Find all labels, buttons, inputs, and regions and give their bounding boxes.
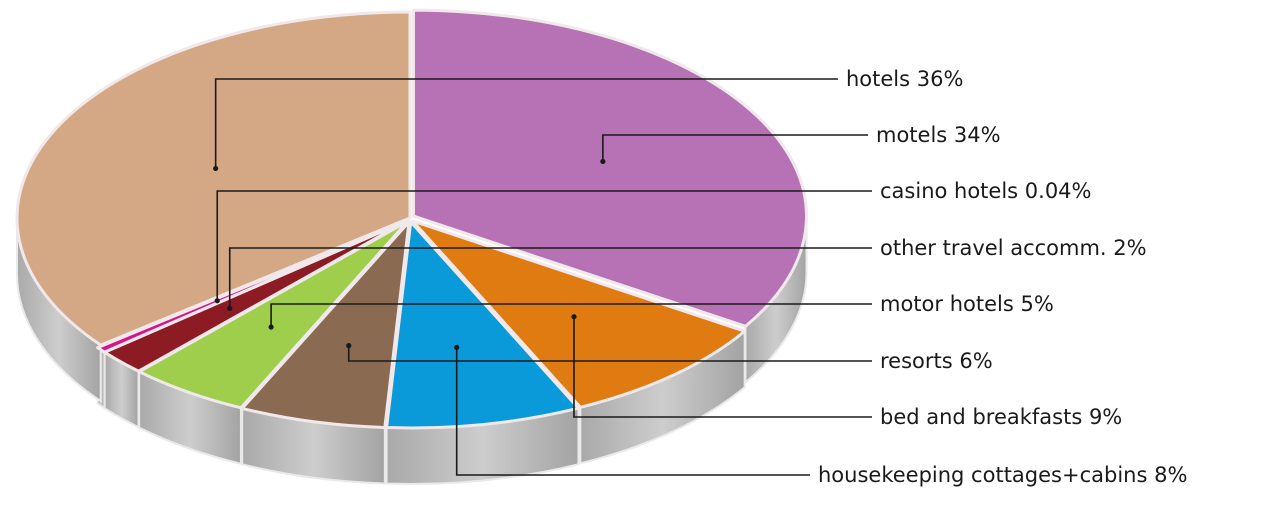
leader-line-casino-hotels-0-04 <box>216 190 872 301</box>
leader-line-motels-34 <box>602 134 868 162</box>
slice-label-housekeeping: housekeeping cottages+cabins 8% <box>818 463 1187 487</box>
leader-dot-bed-and-breakfasts-9 <box>571 314 577 320</box>
slice-housekeeping-cottages-cabins-8 <box>385 220 580 430</box>
slice-label-resorts: resorts 6% <box>880 349 993 373</box>
leader-lines <box>213 78 872 476</box>
leader-dot-hotels-36 <box>213 165 219 172</box>
leader-dot-resorts-6 <box>346 343 352 349</box>
slice-label-bed-and-breakfasts: bed and breakfasts 9% <box>880 405 1122 429</box>
slice-label-hotels: hotels 36% <box>846 67 963 91</box>
leader-dot-motor-hotels-5 <box>268 324 274 330</box>
slice-label-casino-hotels: casino hotels 0.04% <box>880 179 1092 203</box>
leader-line-housekeeping-cottages-cabins-8 <box>455 347 810 476</box>
slice-label-motor-hotels: motor hotels 5% <box>880 292 1054 316</box>
leader-dot-housekeeping-cottages-cabins-8 <box>454 344 460 350</box>
slice-labels: hotels 36% motels 34% casino hotels 0.04… <box>818 67 1187 487</box>
leader-dot-casino-hotels-0-04 <box>214 298 220 304</box>
leader-line-resorts-6 <box>347 345 872 362</box>
leader-line-motor-hotels-5 <box>270 303 872 328</box>
slice-hotels-36 <box>15 10 412 347</box>
leader-line-hotels-36 <box>214 78 838 169</box>
pie-slices <box>15 8 808 430</box>
leader-line-bed-and-breakfasts-9 <box>573 316 872 418</box>
slice-resorts-6 <box>240 220 411 429</box>
leader-dot-motels-34 <box>600 158 606 165</box>
leader-line-other-travel-accomm-2 <box>228 247 872 309</box>
slice-label-motels: motels 34% <box>876 123 1001 147</box>
slice-casino-hotels-0-04 <box>96 219 409 354</box>
leader-dot-other-travel-accomm-2 <box>227 305 233 311</box>
slice-label-other-travel: other travel accomm. 2% <box>880 236 1147 260</box>
